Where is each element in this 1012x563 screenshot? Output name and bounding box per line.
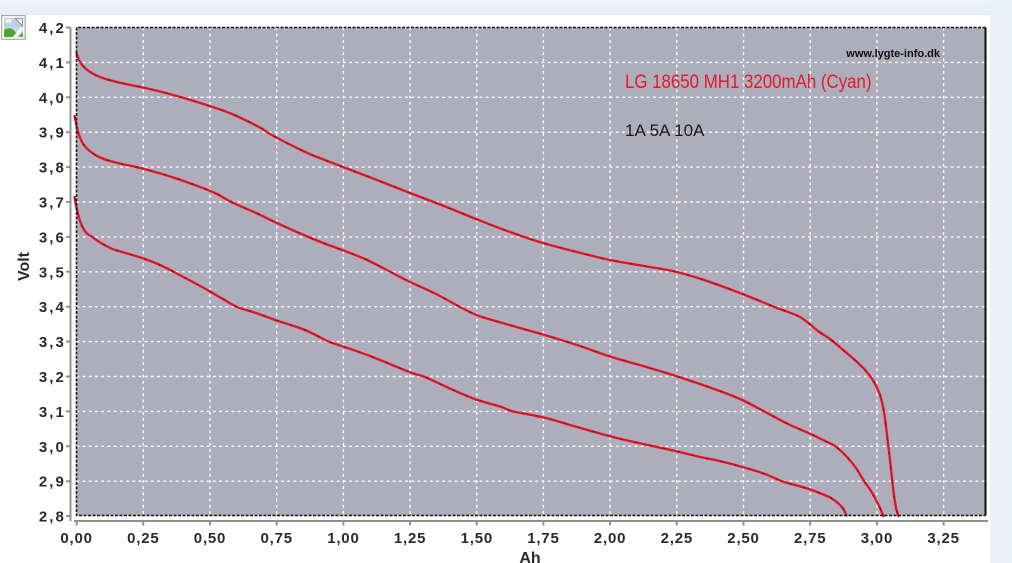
svg-text:3,0: 3,0 [39, 439, 66, 456]
svg-text:Ah: Ah [519, 550, 540, 563]
svg-text:2,00: 2,00 [594, 530, 626, 547]
svg-text:2,9: 2,9 [39, 474, 66, 491]
svg-text:3,6: 3,6 [39, 229, 66, 246]
svg-text:3,2: 3,2 [39, 369, 66, 386]
svg-text:4,2: 4,2 [39, 20, 66, 37]
svg-text:www.lygte-info.dk: www.lygte-info.dk [845, 48, 941, 60]
svg-text:1,25: 1,25 [394, 530, 426, 547]
svg-text:2,50: 2,50 [727, 530, 759, 547]
svg-text:2,75: 2,75 [794, 530, 826, 547]
svg-text:2,25: 2,25 [661, 530, 693, 547]
svg-text:3,9: 3,9 [39, 125, 66, 142]
svg-text:LG 18650 MH1 3200mAh (Cyan): LG 18650 MH1 3200mAh (Cyan) [625, 72, 872, 93]
svg-text:0,00: 0,00 [60, 530, 92, 547]
svg-text:1,75: 1,75 [527, 530, 559, 547]
svg-text:3,3: 3,3 [39, 334, 66, 351]
svg-text:2,8: 2,8 [39, 509, 66, 526]
svg-text:3,4: 3,4 [39, 299, 66, 316]
svg-text:3,1: 3,1 [39, 404, 66, 421]
svg-text:1,50: 1,50 [461, 530, 493, 547]
svg-text:0,50: 0,50 [194, 530, 226, 547]
svg-text:1A 5A 10A: 1A 5A 10A [625, 121, 705, 140]
svg-text:4,0: 4,0 [39, 90, 66, 107]
svg-text:3,5: 3,5 [39, 264, 66, 281]
svg-text:3,25: 3,25 [927, 530, 959, 547]
svg-text:Volt: Volt [16, 251, 33, 281]
svg-text:3,7: 3,7 [39, 195, 66, 212]
svg-text:0,25: 0,25 [127, 530, 159, 547]
svg-text:1,00: 1,00 [327, 530, 359, 547]
svg-text:3,8: 3,8 [39, 160, 66, 177]
svg-text:0,75: 0,75 [260, 530, 292, 547]
svg-text:3,00: 3,00 [861, 530, 893, 547]
svg-text:4,1: 4,1 [39, 55, 66, 72]
